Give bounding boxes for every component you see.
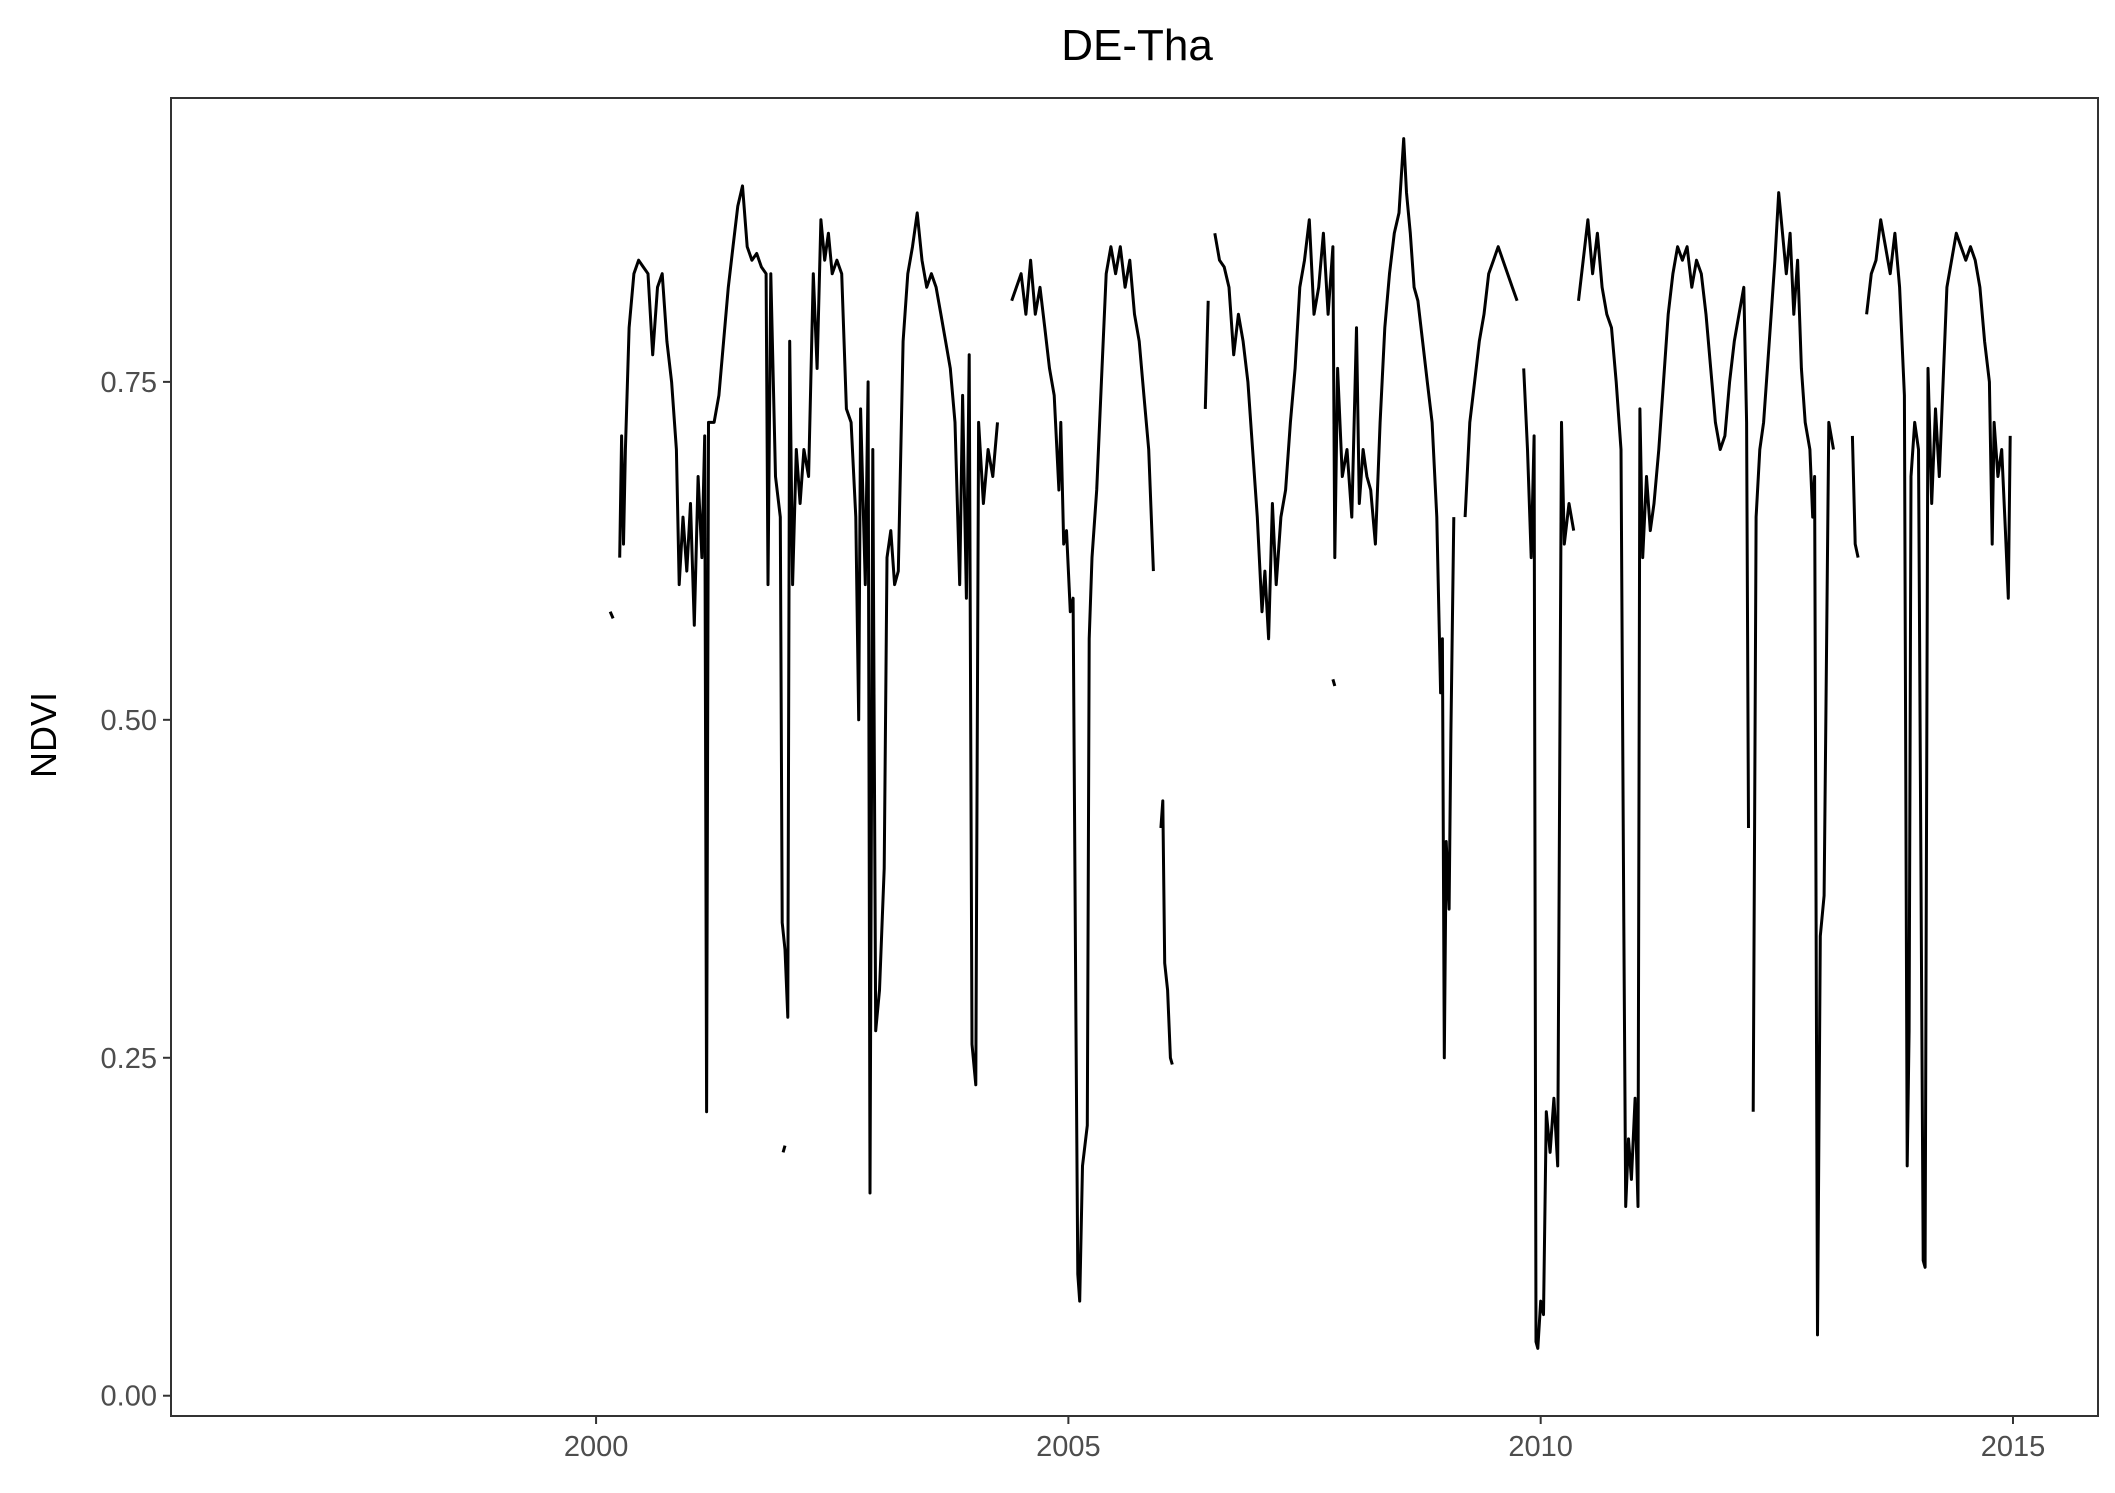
ndvi-line-segment-5: [1203, 300, 1210, 409]
x-tick-label: 2010: [1508, 1431, 1573, 1463]
ndvi-line-segment-3: [1010, 245, 1155, 1303]
chart-title: DE-Tha: [1061, 21, 1213, 70]
x-tick-label: 2000: [564, 1431, 629, 1463]
ndvi-line-segment-12: [1865, 218, 2012, 1269]
plot-area: [608, 137, 2012, 1350]
y-tick-label: 0.50: [101, 705, 157, 737]
ndvi-line-segment-6: [1213, 137, 1456, 1060]
y-tick-label: 0.75: [101, 367, 157, 399]
ndvi-line-segment-13: [1331, 678, 1337, 687]
x-axis: 2000 2005 2010 2015: [564, 1416, 2045, 1463]
ndvi-line-segment-11: [1850, 435, 1860, 558]
x-tick-label: 2005: [1036, 1431, 1101, 1463]
ndvi-line-segment-9: [1577, 218, 1750, 1208]
y-axis: 0.00 0.25 0.50 0.75: [101, 367, 171, 1413]
ndvi-line-segment-2: [618, 184, 999, 1195]
x-tick-label: 2015: [1981, 1431, 2046, 1463]
ndvi-line-segment-14: [781, 1145, 787, 1153]
y-axis-title: NDVI: [23, 692, 64, 778]
ndvi-line-segment-8: [1522, 368, 1576, 1350]
y-tick-label: 0.25: [101, 1043, 157, 1075]
y-tick-label: 0.00: [101, 1381, 157, 1413]
ndvi-line-segment-7: [1463, 245, 1519, 518]
ndvi-line-segment-1: [608, 611, 615, 619]
ndvi-line-segment-4: [1159, 799, 1174, 1065]
ndvi-line-segment-10: [1751, 191, 1835, 1337]
panel-border: [170, 97, 2099, 1417]
